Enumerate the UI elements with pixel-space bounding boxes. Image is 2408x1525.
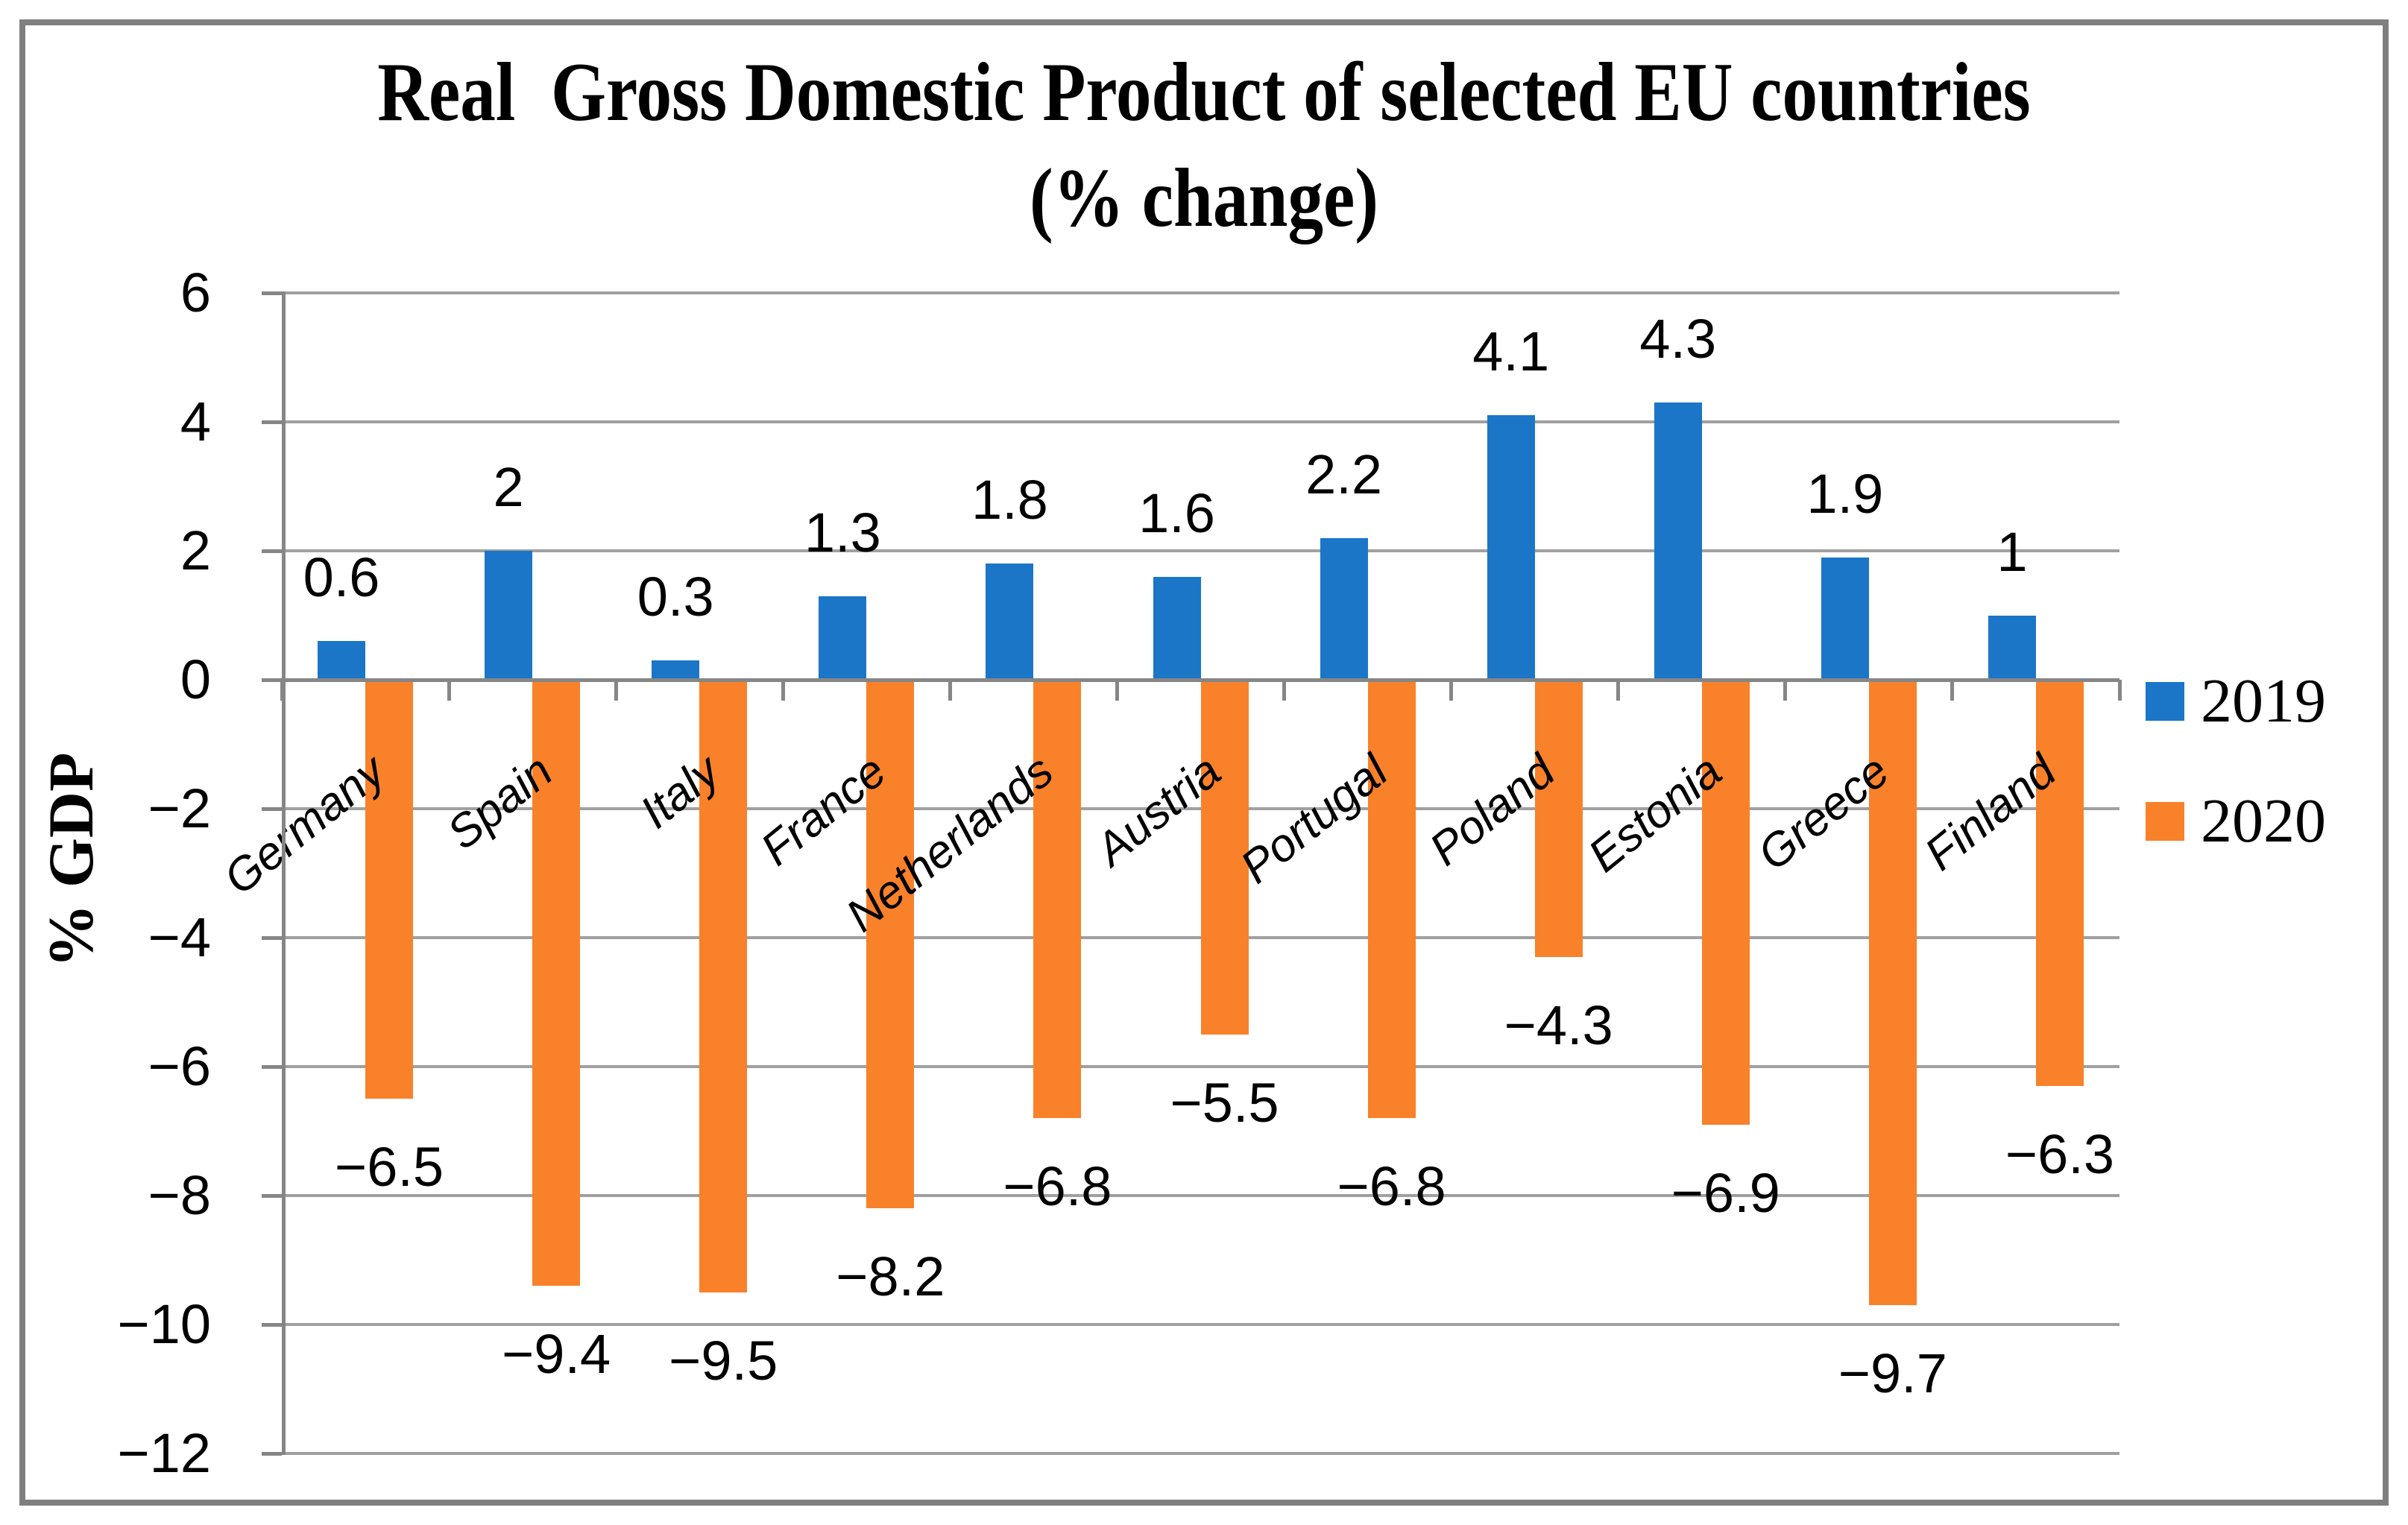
y-tick--6	[262, 1064, 282, 1069]
bar-2020-Italy	[699, 680, 748, 1292]
value-label-2020-Spain: −9.4	[502, 1323, 611, 1386]
y-tick-label--10: −10	[117, 1293, 211, 1355]
bar-2020-Netherlands	[1033, 680, 1082, 1119]
y-tick--2	[262, 806, 282, 811]
chart-title-line2: (% change)	[1029, 152, 1379, 244]
bar-2019-Poland	[1487, 415, 1535, 680]
value-label-2020-Portugal: −6.8	[1337, 1155, 1446, 1218]
legend-swatch-2019	[2146, 682, 2184, 721]
y-tick-label--8: −8	[148, 1164, 211, 1226]
value-label-2019-Austria: 1.6	[1138, 482, 1215, 544]
value-label-2019-Italy: 0.3	[637, 566, 714, 628]
value-label-2019-Poland: 4.1	[1472, 321, 1550, 383]
y-tick-label--6: −6	[148, 1035, 211, 1097]
value-label-2019-Netherlands: 1.8	[971, 469, 1048, 531]
value-label-2019-Germany: 0.6	[303, 546, 380, 609]
x-tick-8	[1616, 680, 1621, 701]
value-label-2020-Italy: −9.5	[669, 1329, 778, 1392]
y-tick-label-0: 0	[180, 648, 211, 710]
y-axis-line	[282, 291, 286, 1455]
x-tick-4	[948, 680, 952, 701]
bar-2019-Spain	[485, 551, 533, 680]
value-label-2019-Finland: 1	[1996, 520, 2028, 583]
value-label-2020-Greece: −9.7	[1838, 1342, 1947, 1405]
y-tick-label--2: −2	[148, 777, 211, 839]
gridline-y-6	[282, 291, 2119, 294]
legend-label-2020: 2020	[2201, 786, 2326, 856]
bar-2020-Greece	[1868, 680, 1917, 1306]
legend-label-2019: 2019	[2201, 666, 2326, 736]
bar-2020-France	[866, 680, 915, 1209]
x-tick-5	[1115, 680, 1119, 701]
value-label-2020-Finland: −6.3	[2005, 1123, 2114, 1185]
y-tick-label-4: 4	[180, 391, 211, 452]
bar-2019-Italy	[652, 660, 700, 680]
bar-2020-Germany	[365, 680, 414, 1099]
gridline-y--8	[282, 1194, 2119, 1197]
value-label-2019-Spain: 2	[493, 456, 524, 518]
bar-2019-Austria	[1153, 576, 1201, 680]
gridline-y-0	[282, 678, 2119, 682]
value-label-2019-Greece: 1.9	[1806, 462, 1884, 525]
gridline-y-4	[282, 420, 2119, 423]
bar-2019-Germany	[318, 641, 366, 680]
y-tick-label--12: −12	[117, 1422, 211, 1484]
x-tick-1	[447, 680, 451, 701]
bar-2019-France	[819, 596, 867, 680]
bar-2020-Finland	[2035, 680, 2084, 1086]
y-tick--8	[262, 1193, 282, 1198]
x-tick-9	[1783, 680, 1788, 701]
y-tick--4	[262, 935, 282, 940]
gridline-y--12	[282, 1452, 2119, 1455]
y-tick-2	[262, 549, 282, 553]
x-tick-0	[280, 680, 284, 701]
value-label-2020-Germany: −6.5	[334, 1136, 444, 1199]
y-tick-label-2: 2	[180, 520, 211, 581]
x-tick-6	[1282, 680, 1287, 701]
y-tick--12	[262, 1451, 282, 1456]
bar-2020-Portugal	[1367, 680, 1416, 1119]
bar-2019-Estonia	[1654, 402, 1702, 680]
bar-2019-Greece	[1821, 557, 1869, 680]
y-tick--10	[262, 1322, 282, 1327]
value-label-2019-France: 1.3	[804, 501, 881, 563]
x-tick-3	[781, 680, 785, 701]
y-tick-label-6: 6	[180, 262, 211, 323]
bar-2020-Poland	[1534, 680, 1583, 957]
bar-2020-Austria	[1200, 680, 1249, 1035]
figure-border	[19, 19, 2389, 1506]
value-label-2020-Netherlands: −6.8	[1003, 1155, 1112, 1218]
x-tick-2	[614, 680, 618, 701]
bar-2019-Finland	[1988, 615, 2036, 680]
y-tick-label--4: −4	[148, 906, 211, 968]
bar-2019-Portugal	[1320, 537, 1368, 680]
value-label-2019-Estonia: 4.3	[1639, 308, 1717, 370]
value-label-2020-Austria: −5.5	[1170, 1071, 1279, 1134]
chart-title-line1: Real Gross Domestic Product of selected …	[377, 46, 2031, 139]
y-tick-0	[262, 678, 282, 682]
bar-2020-Spain	[532, 680, 581, 1286]
x-tick-11	[2117, 680, 2122, 701]
value-label-2020-Poland: −4.3	[1504, 994, 1613, 1056]
gridline-y--6	[282, 1065, 2119, 1068]
value-label-2019-Portugal: 2.2	[1305, 443, 1383, 505]
bar-2020-Estonia	[1701, 680, 1750, 1125]
y-tick-4	[262, 420, 282, 424]
legend-swatch-2020	[2146, 802, 2184, 841]
x-tick-7	[1449, 680, 1454, 701]
value-label-2020-France: −8.2	[836, 1245, 945, 1308]
bar-2019-Netherlands	[986, 563, 1034, 680]
y-tick-6	[262, 291, 282, 295]
x-tick-10	[1950, 680, 1955, 701]
gridline-y--10	[282, 1323, 2119, 1326]
value-label-2020-Estonia: −6.9	[1671, 1161, 1780, 1224]
gridline-y-2	[282, 549, 2119, 552]
